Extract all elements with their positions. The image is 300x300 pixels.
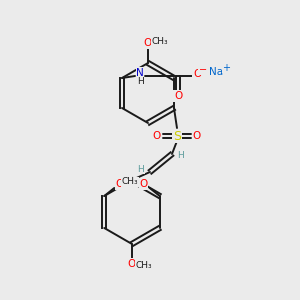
Text: Na: Na <box>209 67 223 77</box>
Text: −: − <box>199 65 207 75</box>
Text: S: S <box>173 130 181 142</box>
Text: CH₃: CH₃ <box>152 37 168 46</box>
Text: N: N <box>136 68 144 78</box>
Text: O: O <box>193 69 201 79</box>
Text: O: O <box>144 38 152 48</box>
Text: CH₃: CH₃ <box>136 262 152 271</box>
Text: O: O <box>140 179 148 189</box>
Text: H: H <box>138 164 144 173</box>
Text: H: H <box>178 152 184 160</box>
Text: +: + <box>222 63 230 73</box>
Text: H: H <box>136 76 143 85</box>
Text: O: O <box>174 91 182 101</box>
Text: CH₃: CH₃ <box>122 178 138 187</box>
Text: O: O <box>128 259 136 269</box>
Text: O: O <box>153 131 161 141</box>
Text: O: O <box>115 179 123 189</box>
Text: CH₃: CH₃ <box>122 178 139 187</box>
Text: O: O <box>193 131 201 141</box>
